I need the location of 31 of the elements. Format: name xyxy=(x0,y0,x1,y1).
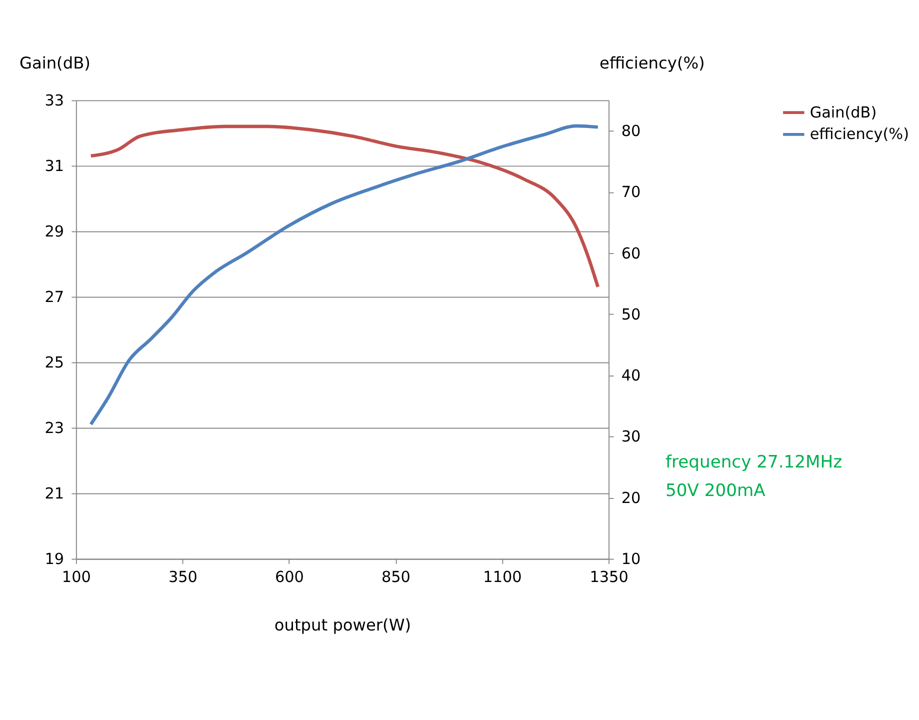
y-tick-label: 27 xyxy=(44,288,64,306)
y2-tick-label: 20 xyxy=(621,488,641,507)
legend-label: Gain(dB) xyxy=(810,103,877,122)
x-tick-label: 1350 xyxy=(590,568,628,586)
text: 50V 200mA xyxy=(666,481,766,502)
x-tick-label: 100 xyxy=(62,568,91,586)
y-tick-label: 25 xyxy=(44,353,64,372)
x-tick-label: 600 xyxy=(274,568,304,586)
x-tick-label: 850 xyxy=(381,568,410,586)
y2-tick-label: 80 xyxy=(621,122,641,140)
legend-label: efficiency(%) xyxy=(810,125,910,144)
y2-tick-label: 30 xyxy=(621,428,641,446)
y2-tick-label: 10 xyxy=(621,550,641,568)
y2-axis-title: efficiency(%) xyxy=(600,53,705,72)
y2-tick-label: 60 xyxy=(621,244,641,262)
y2-tick-label: 70 xyxy=(621,183,641,202)
y-tick-label: 31 xyxy=(44,156,64,175)
x-axis-title: output power(W) xyxy=(274,615,412,634)
y2-tick-label: 50 xyxy=(621,305,641,324)
y-tick-label: 19 xyxy=(44,550,64,568)
x-tick-label: 350 xyxy=(168,568,198,586)
y-axis-title: Gain(dB) xyxy=(19,53,90,72)
text: frequency 27.12MHz xyxy=(666,452,842,473)
y-tick-label: 23 xyxy=(44,418,64,437)
line-series xyxy=(89,124,600,426)
y-tick-label: 33 xyxy=(44,91,64,110)
x-tick-label: 1100 xyxy=(483,568,522,586)
y-tick-label: 21 xyxy=(44,484,64,502)
line-series xyxy=(89,124,600,289)
y2-tick-label: 40 xyxy=(621,366,641,385)
y-tick-label: 29 xyxy=(44,222,64,240)
